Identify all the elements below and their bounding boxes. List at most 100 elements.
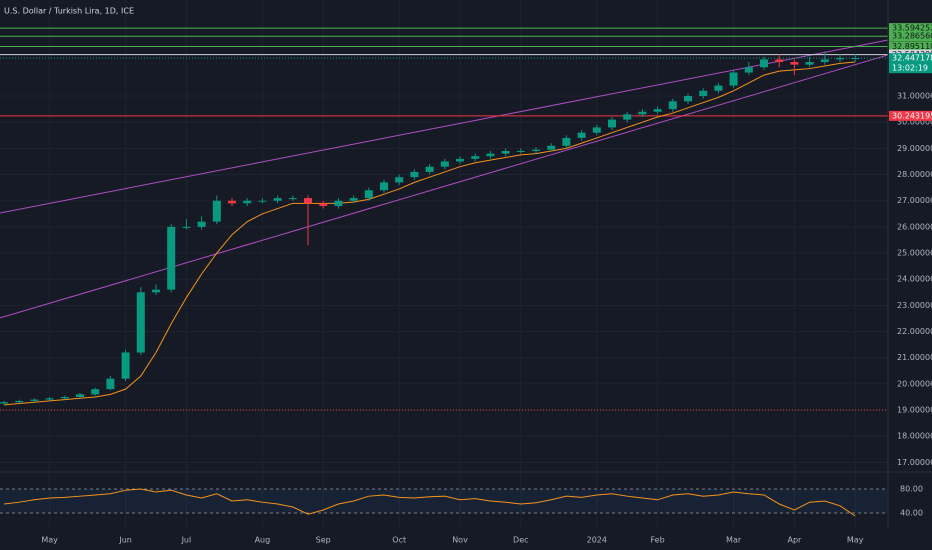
y-tick-label: 22.000000 bbox=[897, 327, 932, 336]
candle-body bbox=[456, 158, 464, 162]
level-label: 32.895110 bbox=[892, 42, 932, 51]
level-label-box bbox=[889, 41, 932, 52]
x-tick-label: Nov bbox=[452, 536, 468, 545]
chart-title: U.S. Dollar / Turkish Lira, 1D, ICE bbox=[4, 7, 134, 16]
candle-body bbox=[425, 166, 434, 172]
candle-body bbox=[699, 90, 708, 97]
candle-body bbox=[410, 171, 419, 178]
rsi-band bbox=[0, 488, 888, 513]
candle-body bbox=[775, 59, 784, 63]
rsi-line bbox=[3, 488, 856, 517]
x-tick-label: Aug bbox=[255, 536, 271, 545]
candle-body bbox=[30, 399, 39, 401]
candle-body bbox=[121, 352, 130, 379]
candle-body bbox=[623, 114, 632, 120]
candle-body bbox=[805, 62, 814, 65]
candle-body bbox=[258, 200, 267, 202]
level-label-box bbox=[889, 31, 932, 42]
level-label-box bbox=[889, 110, 932, 121]
candle-body bbox=[304, 198, 312, 204]
candle-body bbox=[760, 59, 768, 68]
y-tick-label: 19.000000 bbox=[897, 406, 932, 415]
candle-body bbox=[228, 200, 236, 204]
y-tick-label: 23.000000 bbox=[897, 301, 932, 310]
x-tick-label: Jul bbox=[181, 536, 192, 545]
candle-body bbox=[45, 398, 54, 400]
candle-body bbox=[820, 59, 829, 63]
candle-body bbox=[714, 85, 723, 91]
x-tick-label: 2024 bbox=[587, 536, 607, 545]
candle-body bbox=[319, 203, 328, 206]
y-tick-label: 29.000000 bbox=[897, 144, 932, 153]
candle-body bbox=[516, 150, 525, 152]
candle-body bbox=[106, 378, 115, 390]
candle-body bbox=[334, 200, 343, 206]
candle-body bbox=[668, 101, 677, 110]
candle-body bbox=[212, 200, 221, 222]
x-tick-label: Oct bbox=[392, 536, 406, 545]
candle-body bbox=[91, 389, 100, 395]
x-tick-label: Apr bbox=[787, 536, 802, 545]
x-tick-label: Jun bbox=[118, 536, 132, 545]
candle-body bbox=[547, 145, 556, 150]
candle-body bbox=[790, 62, 799, 65]
countdown-label: 13:02:19 bbox=[892, 64, 928, 73]
candle-body bbox=[243, 200, 252, 204]
candle-body bbox=[562, 137, 571, 146]
candle-body bbox=[60, 396, 69, 399]
candle-body bbox=[440, 161, 449, 167]
y-tick-label: 17.000000 bbox=[897, 458, 932, 467]
y-tick-label: 21.000000 bbox=[897, 353, 932, 362]
trendline bbox=[0, 39, 889, 214]
y-tick-label: 28.000000 bbox=[897, 170, 932, 179]
grid bbox=[0, 0, 888, 530]
candle-body bbox=[592, 127, 601, 133]
level-label: 30.243195 bbox=[892, 111, 932, 120]
candle-body bbox=[532, 149, 540, 151]
candle-body bbox=[729, 72, 738, 86]
candle-body bbox=[182, 226, 191, 228]
candle-body bbox=[608, 119, 616, 128]
y-tick-label: 20.000000 bbox=[897, 379, 932, 388]
level-label: 33.286560 bbox=[892, 32, 932, 41]
candle-body bbox=[471, 156, 480, 159]
y-tick-label: 30.000000 bbox=[897, 118, 932, 127]
level-label-box bbox=[889, 23, 932, 34]
candle-body bbox=[167, 226, 176, 290]
candle-body bbox=[349, 198, 358, 201]
y-tick-label: 26.000000 bbox=[897, 222, 932, 231]
level-label: 33.594252 bbox=[892, 24, 932, 33]
candle-body bbox=[395, 177, 404, 183]
candle-body bbox=[136, 292, 145, 353]
candle-body bbox=[76, 394, 84, 397]
candle-body bbox=[577, 132, 586, 138]
moving-average bbox=[3, 61, 856, 406]
last-price-label: 32.447178 bbox=[892, 54, 932, 63]
x-tick-label: Sep bbox=[316, 536, 331, 545]
last-price-box bbox=[889, 53, 932, 74]
y-tick-label: 31.000000 bbox=[897, 92, 932, 101]
x-tick-label: Feb bbox=[651, 536, 665, 545]
candle-body bbox=[15, 400, 24, 403]
y-tick-label: 24.000000 bbox=[897, 275, 932, 284]
candle-body bbox=[0, 402, 8, 404]
candle-body bbox=[744, 67, 753, 73]
candle-body bbox=[836, 58, 844, 60]
candle-body bbox=[684, 96, 692, 102]
candle-body bbox=[653, 109, 662, 112]
candle-body bbox=[501, 150, 510, 154]
candle-body bbox=[380, 182, 388, 191]
candle-body bbox=[288, 198, 297, 200]
trendline bbox=[0, 54, 889, 319]
candle-body bbox=[273, 198, 282, 201]
candle-body bbox=[638, 111, 647, 115]
candle-body bbox=[152, 289, 160, 293]
x-tick-label: May bbox=[41, 536, 58, 545]
candle-body bbox=[197, 221, 206, 227]
y-tick-label: 18.000000 bbox=[897, 432, 932, 441]
x-tick-label: Dec bbox=[513, 536, 528, 545]
candle-body bbox=[486, 153, 495, 157]
rsi-tick-label: 80.00 bbox=[900, 484, 923, 493]
